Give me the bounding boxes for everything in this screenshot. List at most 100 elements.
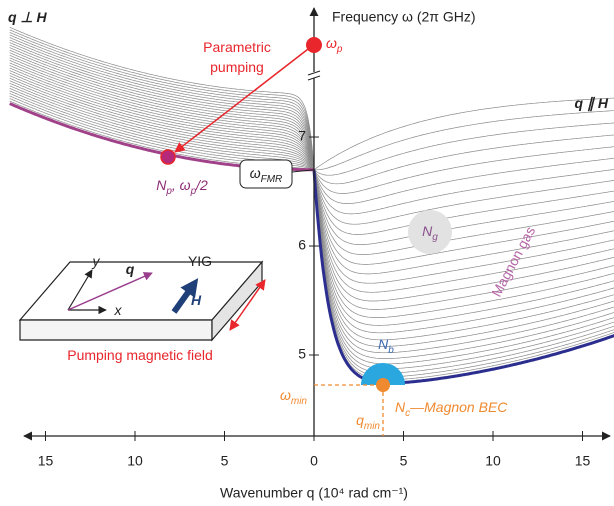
annotation: ωp [326, 35, 343, 55]
dispersion-curve [313, 169, 614, 334]
dispersion-curve [313, 169, 614, 302]
annotation: x [114, 302, 123, 318]
dispersion-curve [313, 169, 614, 341]
annotation-text: N [422, 223, 433, 239]
dispersion-curve [313, 122, 614, 176]
dispersion-curve [9, 70, 315, 170]
annotation: q [126, 261, 135, 277]
dispersion-curve [9, 62, 315, 170]
bec-point [376, 378, 390, 392]
dispersion-curve [313, 169, 614, 293]
annotation: YIG [188, 253, 212, 269]
omega-fmr-pointer [291, 169, 315, 173]
dispersion-curve [9, 49, 315, 170]
dispersion-curve [313, 169, 614, 374]
annotation-text: q [126, 261, 135, 277]
omega-fmr-box [239, 159, 293, 189]
annotation-text: N [378, 336, 389, 352]
annotation: Nb [378, 336, 394, 356]
dispersion-curve [313, 169, 614, 265]
annotation-subscript: FMR [261, 174, 283, 185]
dispersion-curve [9, 39, 315, 170]
dispersion-curve [313, 157, 614, 204]
magnon-gas-blob [408, 210, 452, 254]
annotation-subscript: p [336, 44, 343, 55]
annotation-text: —Magnon BEC [409, 399, 508, 415]
annotation-subscript: min [291, 396, 308, 407]
dispersion-curve [313, 110, 614, 171]
annotation-text: q ⊥ H [8, 9, 48, 25]
x-tick-label: 15 [575, 453, 591, 469]
y-tick-label: 7 [298, 128, 306, 144]
y-tick-label: 6 [298, 237, 306, 253]
axis-break [308, 72, 320, 78]
annotation: Parametric [203, 39, 271, 55]
dispersion-curve [9, 75, 315, 170]
dispersion-curve [9, 90, 315, 170]
dispersion-curve [313, 97, 614, 170]
dispersion-curve [313, 169, 614, 225]
dispersion-curve [313, 169, 614, 310]
dispersion-curve [313, 134, 614, 185]
x-tick-label: 0 [310, 453, 318, 469]
annotation: y [92, 253, 101, 269]
annotation-text: pumping [210, 59, 264, 75]
y-tick-label: 5 [298, 346, 306, 362]
annotation-subscript: c [405, 408, 410, 419]
dispersion-curve [313, 169, 614, 347]
dispersion-curve [9, 34, 315, 170]
annotation-text: /2 [195, 177, 208, 193]
annotation-text: N [395, 399, 406, 415]
annotation: q ∥ H [575, 95, 609, 112]
annotation-text: N [156, 177, 167, 193]
annotation-text: ω [280, 387, 291, 403]
dispersion-curve [9, 42, 315, 170]
annotation-text: y [92, 253, 101, 269]
x-tick-label: 15 [38, 453, 54, 469]
annotation: q ⊥ H [8, 9, 48, 25]
dispersion-curve [313, 169, 614, 359]
dispersion-curve [313, 169, 614, 245]
annotation: Nc—Magnon BEC [395, 399, 508, 419]
dispersion-curve [9, 87, 315, 170]
annotation: ωFMR [250, 165, 283, 185]
annotation-subscript: g [432, 232, 438, 243]
x-tick-label: 10 [127, 453, 143, 469]
annotation-text: q [356, 412, 364, 428]
annotation-subscript: b [388, 345, 394, 356]
dispersion-curve [9, 77, 315, 170]
dispersion-curve [9, 80, 315, 170]
annotation: ωmin [280, 387, 307, 407]
dispersion-curve [9, 65, 315, 170]
dispersion-curve [9, 47, 315, 170]
x-tick-label: 10 [485, 453, 501, 469]
dispersion-curve [9, 37, 315, 170]
annotation-text: , ω [172, 177, 191, 193]
dispersion-curve [9, 52, 315, 170]
annotation-subscript: p [190, 186, 197, 197]
annotation-text: x [114, 302, 123, 318]
dispersion-curve [313, 146, 614, 194]
dispersion-curve [9, 82, 315, 170]
annotation-text: ω [326, 35, 337, 51]
dispersion-curve [9, 54, 315, 170]
annotation-subscript: p [165, 186, 172, 197]
half-freq-point [160, 149, 176, 165]
annotation-text: YIG [188, 253, 212, 269]
dispersion-curve [313, 169, 614, 365]
annotation: Np, ωp/2 [156, 177, 208, 197]
dispersion-curve [9, 29, 315, 170]
pump-point [306, 37, 322, 53]
dispersion-curve [9, 93, 315, 170]
dispersion-curve [313, 169, 614, 326]
annotation-text: Pumping magnetic field [67, 347, 213, 363]
dispersion-curve [9, 85, 315, 170]
dispersion-curve [313, 169, 614, 255]
dispersion-curve [313, 169, 614, 370]
dispersion-curve [9, 67, 315, 170]
annotation-subscript: min [364, 421, 381, 432]
annotation: Ng [422, 223, 438, 243]
x-tick-label: 5 [400, 453, 408, 469]
axis-break [307, 70, 321, 76]
